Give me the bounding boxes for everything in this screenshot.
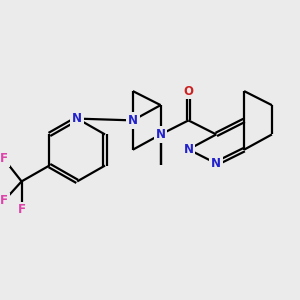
Text: F: F xyxy=(0,152,8,166)
Text: N: N xyxy=(156,128,166,141)
Text: N: N xyxy=(211,157,221,170)
Text: N: N xyxy=(128,114,138,127)
Text: F: F xyxy=(18,203,26,216)
Text: F: F xyxy=(0,194,8,207)
Text: N: N xyxy=(72,112,82,125)
Text: O: O xyxy=(184,85,194,98)
Text: N: N xyxy=(184,143,194,156)
